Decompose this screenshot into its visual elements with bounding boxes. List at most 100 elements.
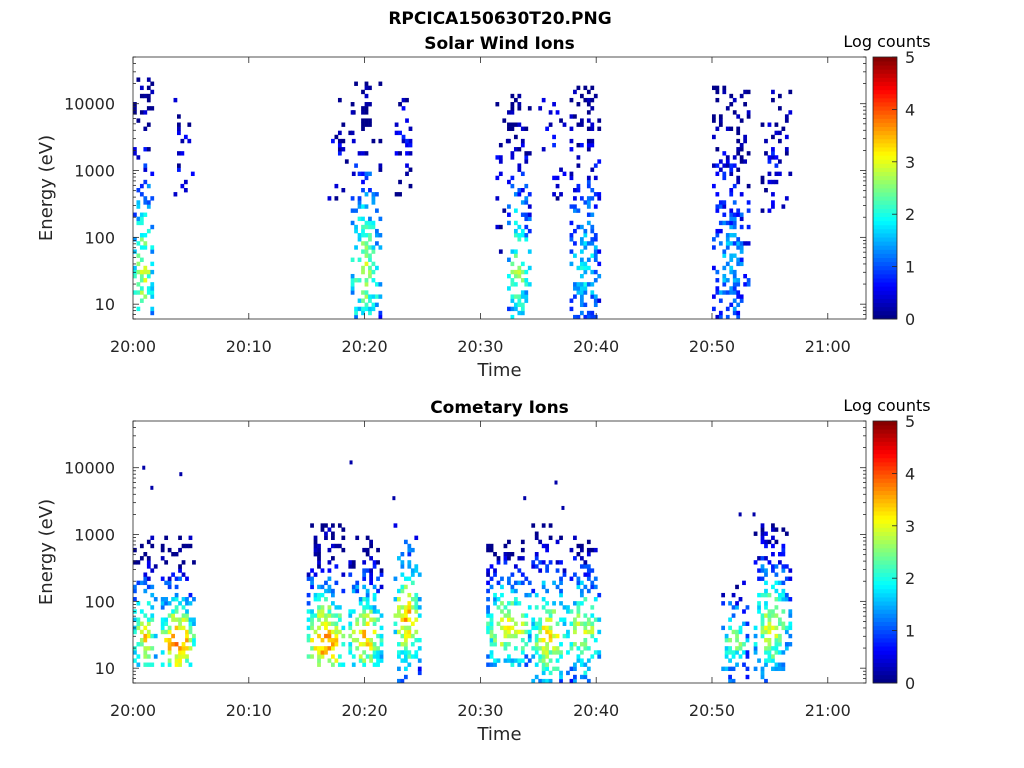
colorbar-swatch — [873, 437, 897, 442]
data-cell — [500, 625, 504, 631]
data-cell — [188, 662, 193, 667]
data-cell — [736, 257, 741, 262]
data-cell — [503, 552, 508, 557]
data-cell — [517, 122, 522, 127]
data-cell — [174, 617, 179, 622]
data-cell — [306, 572, 311, 577]
data-cell — [160, 576, 165, 581]
data-cell — [722, 282, 727, 287]
data-cell — [586, 118, 591, 123]
data-cell — [171, 642, 175, 647]
data-cell — [774, 179, 779, 185]
data-cell — [771, 654, 775, 659]
data-cell — [771, 625, 775, 631]
data-cell — [150, 286, 155, 291]
data-cell — [566, 609, 570, 614]
data-cell — [555, 568, 560, 573]
data-cell — [379, 658, 384, 663]
data-cell — [517, 601, 522, 606]
data-cell — [365, 637, 370, 643]
data-cell — [146, 273, 151, 279]
data-cell — [573, 294, 577, 299]
data-cell — [728, 646, 732, 651]
data-cell — [548, 625, 553, 631]
data-cell — [493, 572, 497, 577]
data-cell — [590, 314, 595, 319]
data-cell — [507, 609, 511, 614]
data-cell — [777, 666, 782, 672]
data-cell — [520, 646, 525, 651]
data-cell — [354, 278, 358, 283]
data-cell — [781, 621, 786, 626]
data-cell — [760, 122, 765, 127]
data-cell — [583, 621, 588, 626]
data-cell — [725, 237, 730, 242]
data-cell — [524, 576, 529, 581]
data-cell — [562, 568, 567, 573]
data-cell — [364, 224, 369, 230]
data-cell — [507, 138, 511, 144]
data-cell — [143, 179, 148, 185]
data-cell — [357, 298, 362, 303]
data-cell — [510, 662, 515, 667]
data-cell — [520, 539, 525, 545]
data-cell — [774, 580, 779, 586]
data-cell — [143, 110, 148, 115]
data-cell — [569, 306, 574, 312]
y-axis-label: Energy (eV) — [36, 135, 57, 241]
data-cell — [753, 666, 758, 672]
data-cell — [365, 597, 370, 602]
colorbar-tick-label: 4 — [905, 100, 915, 119]
data-cell — [534, 646, 539, 651]
data-cell — [400, 560, 405, 565]
data-cell — [310, 580, 314, 586]
colorbar-swatch — [873, 151, 897, 156]
data-cell — [136, 269, 141, 275]
data-cell — [400, 588, 405, 594]
data-cell — [722, 163, 727, 168]
data-cell — [310, 621, 314, 626]
data-cell — [313, 552, 318, 557]
data-cell — [722, 278, 727, 283]
data-cell — [771, 97, 775, 103]
data-cell — [520, 294, 525, 299]
data-cell — [348, 609, 353, 614]
data-cell — [405, 142, 409, 148]
data-cell — [548, 670, 553, 676]
data-cell — [324, 580, 328, 586]
data-cell — [317, 605, 321, 610]
data-cell — [590, 167, 595, 172]
data-cell — [520, 228, 525, 234]
colorbar-swatch — [873, 433, 897, 438]
data-cell — [517, 580, 522, 586]
data-cell — [486, 609, 490, 614]
data-cell — [586, 110, 591, 115]
data-cell — [583, 637, 588, 643]
data-cell — [576, 552, 581, 557]
data-cell — [534, 605, 539, 610]
data-cell — [513, 233, 518, 238]
data-cell — [495, 196, 500, 201]
data-cell — [410, 654, 415, 659]
y-tick-label: 10000 — [64, 95, 115, 114]
data-cell — [369, 637, 373, 643]
data-cell — [400, 625, 405, 631]
data-cell — [576, 601, 581, 606]
data-cell — [590, 228, 595, 234]
data-cell — [725, 306, 730, 312]
data-cell — [569, 138, 574, 144]
data-cell — [524, 196, 529, 201]
data-cell — [371, 192, 376, 197]
data-cell — [493, 568, 497, 573]
data-cell — [767, 208, 772, 213]
data-cell — [143, 580, 148, 586]
panel-title: Solar Wind Ions — [424, 34, 575, 54]
colorbar-swatch — [873, 314, 897, 320]
y-tick-label: 10 — [95, 295, 115, 314]
data-cell — [597, 273, 602, 279]
colorbar-swatch — [873, 216, 897, 222]
data-cell — [510, 601, 515, 606]
data-cell — [369, 580, 373, 586]
data-cell — [771, 658, 775, 663]
data-cell — [524, 298, 529, 303]
